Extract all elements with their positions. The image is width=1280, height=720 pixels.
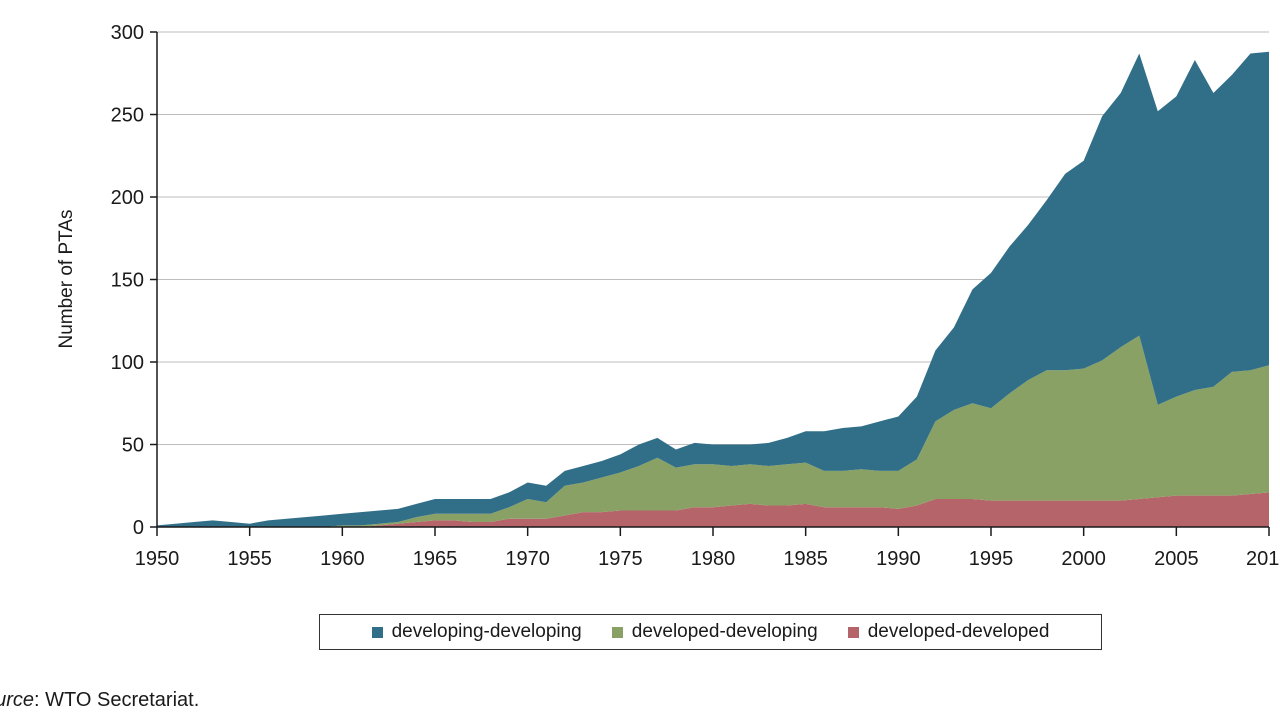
y-tick-label-100: 100 — [111, 352, 144, 374]
legend-label: developing-developing — [391, 621, 582, 642]
y-axis-label: Number of PTAs — [56, 209, 77, 348]
y-tick-label-300: 300 — [111, 22, 144, 44]
legend-label: developed-developed — [867, 621, 1050, 642]
y-tick-label-50: 50 — [122, 435, 144, 457]
source-note: ource: WTO Secretariat. — [0, 689, 199, 712]
x-tick-label-2005: 2005 — [1154, 548, 1199, 570]
legend-label: developed-developing — [631, 621, 818, 642]
legend-swatch-icon — [611, 626, 623, 638]
x-tick-label-1980: 1980 — [691, 548, 736, 570]
legend-swatch-icon — [371, 626, 383, 638]
x-tick-label-1950: 1950 — [135, 548, 180, 570]
axes: 0 50 100 150 200 250 300 1950 1955 1960 1965 1970 19… — [111, 22, 1280, 570]
x-tick-label-1960: 1960 — [320, 548, 365, 570]
legend-item-developed-developing: developed-developing — [611, 621, 818, 643]
source-text: : WTO Secretariat. — [34, 689, 200, 711]
x-tick-label-1970: 1970 — [505, 548, 550, 570]
legend-swatch-icon — [847, 626, 859, 638]
y-tick-label-200: 200 — [111, 187, 144, 209]
legend-item-developed-developed: developed-developed — [847, 621, 1050, 643]
area-series-developing-developing — [157, 51, 1269, 528]
legend-item-developing-developing: developing-developing — [371, 621, 582, 643]
x-tick-label-2010: 201 — [1246, 548, 1279, 570]
y-tick-label-250: 250 — [111, 105, 144, 127]
y-tick-label-150: 150 — [111, 270, 144, 292]
area-series-developed-developing — [157, 335, 1269, 527]
x-tick-label-1975: 1975 — [598, 548, 643, 570]
area-series-group — [157, 51, 1269, 528]
chart-legend: developing-developing developed-developi… — [319, 614, 1102, 650]
x-tick-label-1995: 1995 — [969, 548, 1014, 570]
y-tick-label-0: 0 — [133, 517, 144, 539]
x-tick-label-1985: 1985 — [783, 548, 828, 570]
x-tick-label-1990: 1990 — [876, 548, 921, 570]
area-series-developed-developed — [157, 492, 1269, 527]
x-tick-label-1965: 1965 — [413, 548, 458, 570]
stacked-area-chart: 0 50 100 150 200 250 300 1950 1955 1960 1965 1970 19… — [56, 22, 1280, 570]
x-tick-label-2000: 2000 — [1061, 548, 1106, 570]
source-prefix: ource — [0, 689, 35, 711]
x-tick-label-1955: 1955 — [227, 548, 272, 570]
